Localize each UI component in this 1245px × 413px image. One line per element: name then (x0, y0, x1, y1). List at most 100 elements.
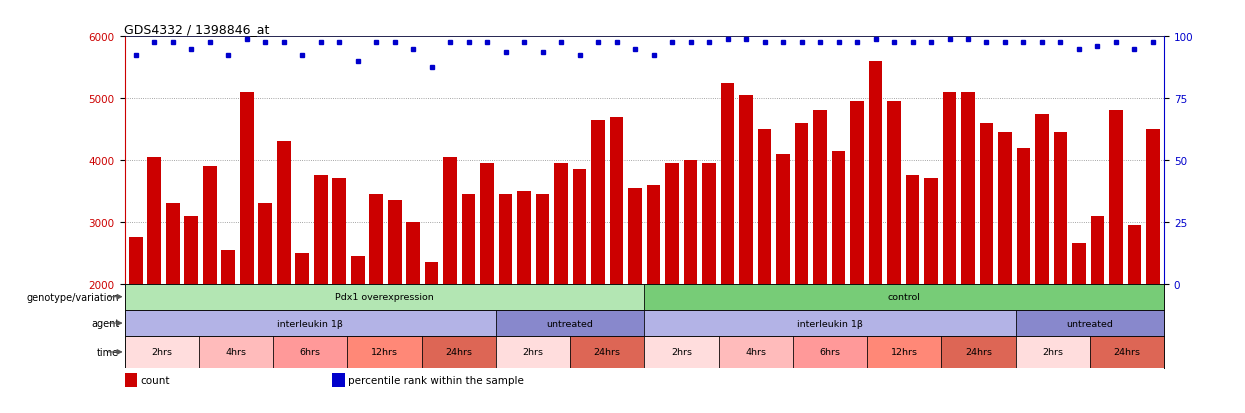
Text: 24hrs: 24hrs (594, 348, 621, 356)
Bar (1072, 244, 1086, 284)
Bar (124, 284, 645, 310)
Text: genotype/variation: genotype/variation (26, 292, 120, 302)
Bar (1091, 216, 1104, 284)
Bar (645, 337, 718, 368)
Bar (273, 337, 347, 368)
Bar (517, 191, 530, 284)
Bar (793, 337, 867, 368)
Bar (867, 337, 941, 368)
Text: 6hrs: 6hrs (300, 348, 321, 356)
Text: 24hrs: 24hrs (965, 348, 992, 356)
Bar (905, 176, 920, 284)
Bar (387, 201, 401, 284)
Text: 12hrs: 12hrs (890, 348, 918, 356)
Bar (1016, 337, 1089, 368)
Bar (665, 164, 679, 284)
Bar (1035, 114, 1050, 284)
Text: interleukin 1β: interleukin 1β (797, 319, 863, 328)
Bar (961, 93, 975, 284)
Text: untreated: untreated (1067, 319, 1113, 328)
Bar (184, 216, 198, 284)
Bar (128, 237, 142, 284)
Bar (1017, 148, 1031, 284)
Bar (813, 111, 827, 284)
Text: percentile rank within the sample: percentile rank within the sample (349, 375, 524, 385)
Bar (924, 179, 937, 284)
Text: 12hrs: 12hrs (371, 348, 398, 356)
Bar (645, 310, 1016, 337)
Text: 2hrs: 2hrs (523, 348, 543, 356)
Bar (869, 62, 883, 284)
Bar (591, 121, 605, 284)
Bar (758, 130, 772, 284)
Bar (573, 170, 586, 284)
Bar (462, 195, 476, 284)
Bar (1128, 225, 1142, 284)
Bar (222, 250, 235, 284)
Bar (794, 123, 808, 284)
Text: time: time (97, 347, 120, 357)
Text: agent: agent (91, 318, 120, 328)
Bar (498, 195, 513, 284)
Bar (124, 373, 137, 387)
Bar (199, 337, 273, 368)
Text: Pdx1 overexpression: Pdx1 overexpression (335, 292, 433, 301)
Bar (610, 117, 624, 284)
Bar (203, 167, 217, 284)
Bar (314, 176, 327, 284)
Bar (496, 310, 645, 337)
Text: GDS4332 / 1398846_at: GDS4332 / 1398846_at (124, 23, 270, 36)
Bar (147, 157, 161, 284)
Bar (1053, 133, 1067, 284)
Bar (276, 142, 290, 284)
Bar (941, 337, 1016, 368)
Bar (832, 151, 845, 284)
Bar (1147, 130, 1160, 284)
Bar (347, 337, 422, 368)
Bar (646, 185, 661, 284)
Text: 24hrs: 24hrs (446, 348, 472, 356)
Text: 24hrs: 24hrs (1113, 348, 1140, 356)
Text: control: control (888, 292, 920, 301)
Bar (627, 188, 642, 284)
Bar (980, 123, 994, 284)
Bar (721, 83, 735, 284)
Bar (166, 204, 179, 284)
Bar (258, 204, 271, 284)
Bar (406, 222, 420, 284)
Bar (535, 195, 549, 284)
Bar (496, 337, 570, 368)
Bar (124, 310, 496, 337)
Bar (850, 102, 864, 284)
Text: 4hrs: 4hrs (746, 348, 766, 356)
Bar (684, 161, 697, 284)
Text: count: count (141, 375, 169, 385)
Text: 2hrs: 2hrs (671, 348, 692, 356)
Bar (998, 133, 1012, 284)
Bar (942, 93, 956, 284)
Bar (1016, 310, 1164, 337)
Bar (645, 284, 1164, 310)
Bar (369, 195, 383, 284)
Bar (740, 96, 753, 284)
Bar (1109, 111, 1123, 284)
Bar (332, 179, 346, 284)
Bar (776, 154, 791, 284)
Bar (888, 102, 901, 284)
Bar (425, 262, 438, 284)
Text: 2hrs: 2hrs (151, 348, 172, 356)
Bar (554, 164, 568, 284)
Bar (351, 256, 365, 284)
Bar (1089, 337, 1164, 368)
Bar (702, 164, 716, 284)
Bar (443, 157, 457, 284)
Text: 4hrs: 4hrs (225, 348, 247, 356)
Bar (422, 337, 496, 368)
Text: 6hrs: 6hrs (819, 348, 840, 356)
Bar (239, 93, 254, 284)
Bar (295, 253, 309, 284)
Bar (481, 164, 494, 284)
Text: interleukin 1β: interleukin 1β (278, 319, 344, 328)
Bar (332, 373, 345, 387)
Bar (570, 337, 645, 368)
